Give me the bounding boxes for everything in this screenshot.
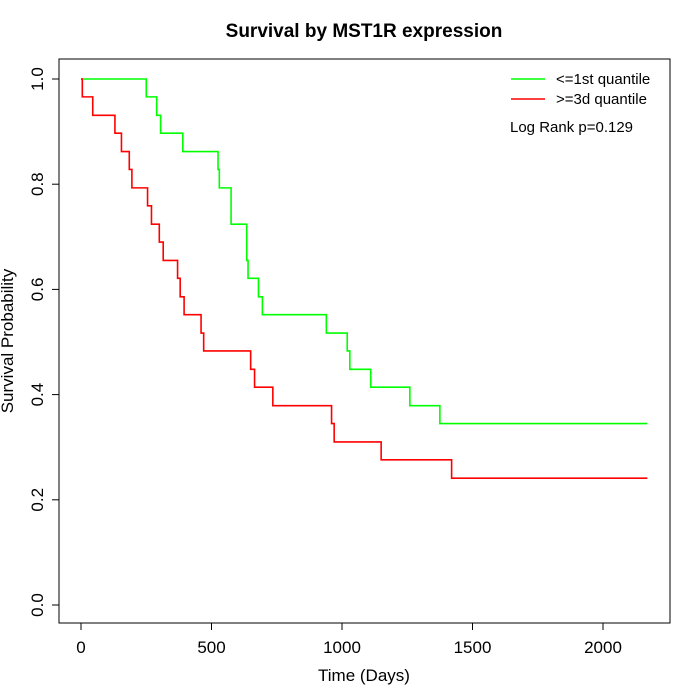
y-axis: 0.0 0.2 0.4 0.6 0.8 1.0 xyxy=(28,67,60,617)
survival-curve-series-2 xyxy=(81,78,648,480)
y-tick-label: 0.2 xyxy=(28,488,47,512)
legend-label-series-1: <=1st quantile xyxy=(556,71,650,88)
y-tick-label: 0.8 xyxy=(28,172,47,196)
x-tick-label: 0 xyxy=(76,638,85,657)
chart-title: Survival by MST1R expression xyxy=(226,21,503,42)
log-rank-annotation: Log Rank p=0.129 xyxy=(510,119,633,136)
x-axis-label: Time (Days) xyxy=(318,666,410,685)
legend: <=1st quantile >=3d quantile xyxy=(511,71,650,108)
legend-label-series-2: >=3d quantile xyxy=(556,91,647,108)
survival-curve-series-1 xyxy=(81,78,648,425)
y-axis-label: Survival Probability xyxy=(0,268,17,413)
y-tick-label: 1.0 xyxy=(28,67,47,91)
x-tick-label: 500 xyxy=(197,638,225,657)
series-layer xyxy=(81,78,648,480)
plot-frame xyxy=(58,58,671,624)
x-tick-label: 2000 xyxy=(584,638,622,657)
x-axis: 0 500 1000 1500 2000 xyxy=(76,622,622,657)
y-tick-label: 0.4 xyxy=(28,383,47,407)
y-tick-label: 0.0 xyxy=(28,593,47,617)
x-tick-label: 1000 xyxy=(323,638,361,657)
y-tick-label: 0.6 xyxy=(28,278,47,302)
x-tick-label: 1500 xyxy=(454,638,492,657)
